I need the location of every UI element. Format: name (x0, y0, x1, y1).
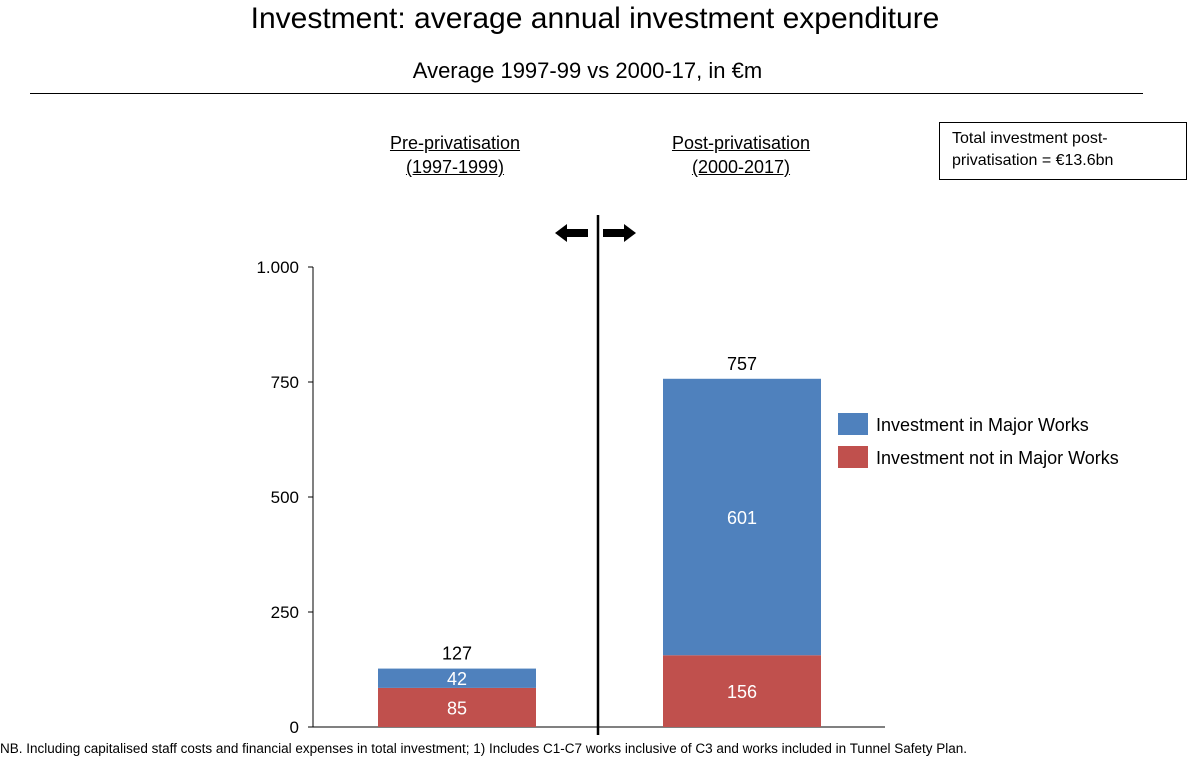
footnote: NB. Including capitalised staff costs an… (0, 741, 968, 756)
bar-total-label: 757 (727, 354, 757, 374)
chart-subtitle: Average 1997-99 vs 2000-17, in €m (412, 58, 763, 83)
bar-segment (663, 378, 821, 656)
y-tick-label: 500 (271, 488, 299, 507)
bar-segment-label: 85 (447, 698, 467, 718)
y-tick-label: 750 (271, 373, 299, 392)
y-tick-label: 250 (271, 603, 299, 622)
legend-label: Investment in Major Works (876, 415, 1089, 435)
total-investment-note: Total investment post- privatisation = €… (939, 122, 1187, 180)
bar-total-label: 127 (442, 644, 472, 664)
period-divider (555, 215, 636, 735)
period-label-pre: Pre-privatisation (1997-1999) (325, 131, 585, 179)
period-label-post-name: Post-privatisation (671, 133, 811, 153)
bar-segment-label: 601 (727, 508, 757, 528)
legend-swatch (838, 446, 868, 468)
title-divider (30, 93, 1143, 94)
bar-segment-label: 156 (727, 682, 757, 702)
period-label-post-years: (2000-2017) (691, 157, 791, 177)
bar-segment (378, 668, 536, 688)
arrow-left-icon (555, 224, 588, 242)
legend: Investment in Major Works Investment not … (838, 413, 1119, 468)
bar-segment-label: 42 (447, 669, 467, 689)
period-label-pre-years: (1997-1999) (405, 157, 505, 177)
bars: 85 42 127 156 601 757 (378, 354, 821, 727)
arrow-right-icon (603, 224, 636, 242)
legend-label: Investment not in Major Works (876, 448, 1119, 468)
bar-segment (378, 687, 536, 727)
chart-title: Investment: average annual investment ex… (250, 2, 940, 35)
period-label-post: Post-privatisation (2000-2017) (611, 131, 871, 179)
legend-swatch (838, 413, 868, 435)
y-tick-label: 1.000 (256, 258, 299, 277)
period-label-pre-name: Pre-privatisation (389, 133, 521, 153)
bar-segment (663, 655, 821, 727)
y-tick-label: 0 (290, 718, 299, 737)
